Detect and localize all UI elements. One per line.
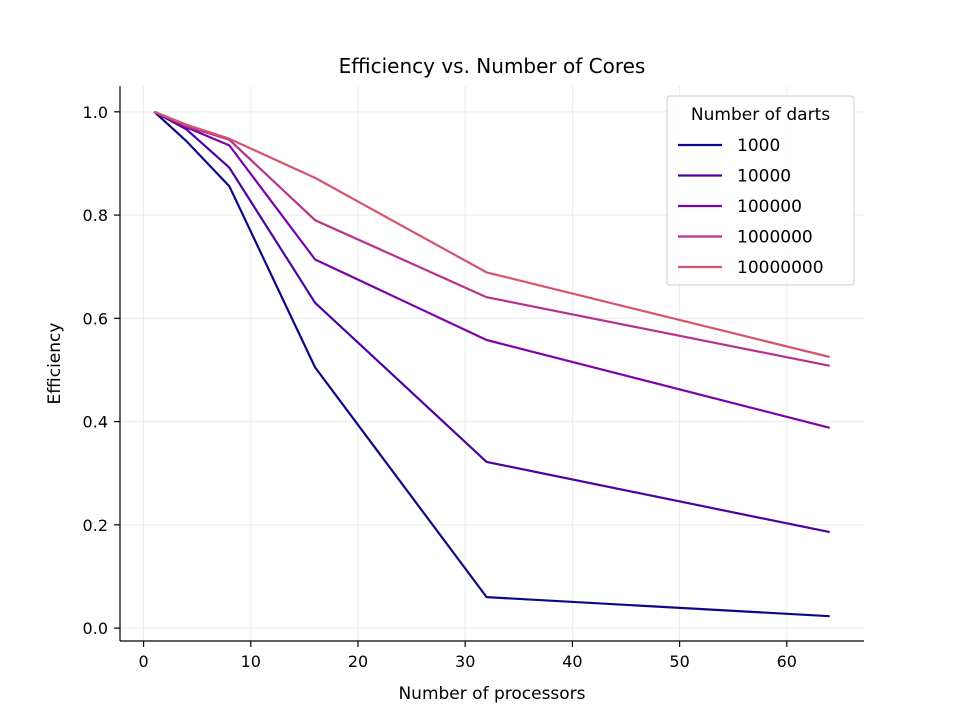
x-axis-label: Number of processors [398, 684, 585, 704]
y-tick-label: 0.8 [83, 206, 108, 225]
x-tick-label: 50 [669, 652, 689, 671]
legend-title: Number of darts [691, 105, 830, 125]
y-tick-label: 0.0 [83, 619, 108, 638]
legend-box [666, 95, 855, 286]
legend-label-1000: 1000 [737, 136, 780, 156]
legend-label-100000: 100000 [737, 197, 802, 217]
x-tick-label: 20 [348, 652, 368, 671]
y-tick-label: 0.4 [83, 413, 108, 432]
legend-items: 1000 10000 100000 1000000 10000000 [678, 136, 824, 278]
x-tick-label: 10 [241, 652, 261, 671]
axes: 0 10 20 30 40 50 60 0.0 0.2 0.4 0.6 0.8 1.0 [83, 86, 864, 671]
series-lines [153, 110, 830, 618]
y-tick-label: 1.0 [83, 103, 108, 122]
series-line-1000 [153, 110, 830, 618]
x-tick-label: 0 [138, 652, 148, 671]
legend-label-10000000: 10000000 [737, 258, 824, 278]
chart-title: Efficiency vs. Number of Cores [339, 54, 646, 78]
y-tick-label: 0.2 [83, 516, 108, 535]
x-tick-label: 60 [777, 652, 797, 671]
x-tick-label: 40 [562, 652, 582, 671]
legend-label-10000: 10000 [737, 167, 791, 187]
x-tick-label: 30 [455, 652, 475, 671]
series-line-10000 [153, 110, 830, 534]
y-axis-label: Efficiency [45, 323, 65, 405]
series-line-10000000 [153, 110, 830, 359]
legend: Number of darts 100010000100000100000010… [666, 95, 855, 286]
legend-label-1000000: 1000000 [737, 228, 813, 248]
grid-lines [120, 86, 864, 641]
series-line-1000000 [153, 110, 830, 367]
y-tick-label: 0.6 [83, 309, 108, 328]
